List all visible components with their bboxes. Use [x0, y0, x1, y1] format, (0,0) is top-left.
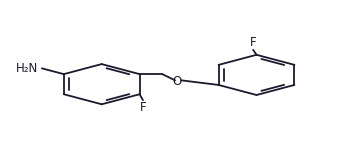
Text: F: F	[140, 101, 146, 114]
Text: H₂N: H₂N	[16, 62, 38, 75]
Text: O: O	[172, 75, 182, 88]
Text: F: F	[250, 36, 257, 49]
